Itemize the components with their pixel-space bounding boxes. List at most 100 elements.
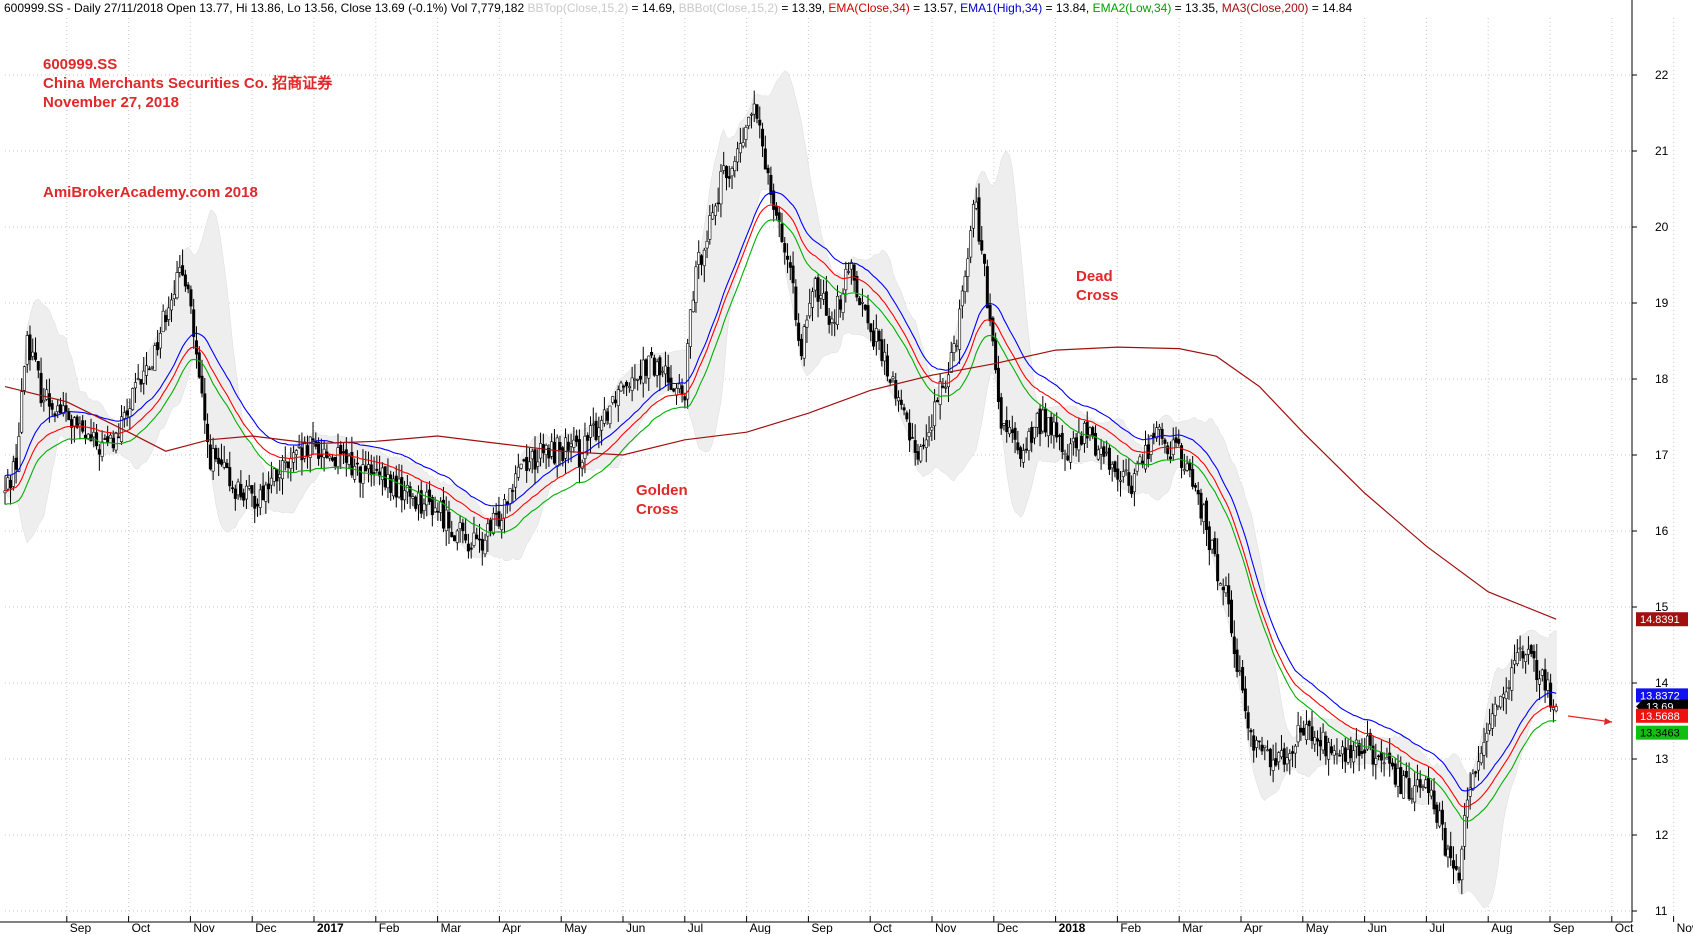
candle xyxy=(935,397,939,403)
candle xyxy=(131,387,135,411)
ticker-label: 600999.SS xyxy=(43,56,118,73)
candle xyxy=(183,269,187,292)
candle xyxy=(1424,776,1428,789)
candle xyxy=(1010,415,1014,443)
candle xyxy=(231,480,235,494)
candle xyxy=(724,165,728,191)
candle xyxy=(874,314,878,356)
candle xyxy=(830,311,834,336)
x-tick-label: Feb xyxy=(379,921,400,934)
candle xyxy=(930,414,934,441)
candle xyxy=(1213,531,1217,557)
candle xyxy=(1285,746,1289,772)
candle xyxy=(1224,576,1228,597)
candle xyxy=(428,481,432,505)
candle xyxy=(838,295,842,318)
candle xyxy=(247,474,251,491)
candle xyxy=(974,187,978,211)
candle xyxy=(89,418,93,442)
candle xyxy=(774,202,778,221)
candle xyxy=(591,407,595,437)
candle xyxy=(983,253,987,277)
candle xyxy=(164,309,168,331)
candle xyxy=(330,453,334,462)
candle xyxy=(1066,444,1070,462)
candle xyxy=(636,378,640,391)
x-tick-label: Feb xyxy=(1120,921,1141,934)
candle xyxy=(1107,445,1111,476)
candle xyxy=(619,380,623,392)
candle xyxy=(167,296,171,326)
candle xyxy=(25,330,29,373)
candle xyxy=(511,483,515,504)
candle xyxy=(1096,445,1100,461)
candle xyxy=(733,156,737,178)
candle xyxy=(1529,643,1533,657)
candle xyxy=(963,270,967,304)
candle xyxy=(1160,422,1164,446)
candle xyxy=(425,483,429,517)
candle xyxy=(1163,437,1167,454)
candle xyxy=(444,496,448,546)
candle xyxy=(1027,428,1031,461)
candle xyxy=(1454,854,1458,871)
candle xyxy=(539,432,543,467)
indicator-lines xyxy=(4,191,1557,822)
candle xyxy=(1008,420,1012,438)
candle xyxy=(1055,412,1059,443)
candle xyxy=(1252,729,1256,763)
candle xyxy=(6,469,10,492)
candle xyxy=(797,313,801,347)
candle xyxy=(1249,728,1253,747)
candle xyxy=(1185,455,1189,472)
tag-value-ema2: 13.3463 xyxy=(1640,728,1680,740)
candle xyxy=(1155,421,1159,442)
candle xyxy=(500,513,504,539)
candle xyxy=(208,434,212,471)
candle xyxy=(1157,423,1161,446)
candle xyxy=(233,484,237,511)
candle xyxy=(1338,749,1342,757)
candle xyxy=(1182,453,1186,475)
candle xyxy=(921,437,925,450)
candle xyxy=(1346,739,1350,765)
candle xyxy=(1504,677,1508,715)
x-tick-label: Aug xyxy=(1491,921,1512,934)
candle xyxy=(1230,590,1234,637)
candle xyxy=(730,166,734,189)
candle xyxy=(3,475,7,505)
candle xyxy=(142,356,146,395)
candle xyxy=(1207,521,1211,566)
candle xyxy=(1324,731,1328,765)
candle xyxy=(1130,475,1134,498)
candle xyxy=(225,458,229,469)
candle xyxy=(1074,432,1078,457)
candle xyxy=(933,389,937,440)
tag-ema1: 13.8372 xyxy=(1636,688,1688,703)
candle xyxy=(34,337,38,362)
candle xyxy=(697,240,701,280)
candle xyxy=(419,481,423,518)
candle xyxy=(602,397,606,427)
candle xyxy=(655,358,659,388)
candle xyxy=(702,247,706,283)
candle xyxy=(278,459,282,491)
header-ema2-value: = 13.35, xyxy=(1174,1,1219,15)
candle xyxy=(1069,438,1073,470)
candle xyxy=(353,458,357,483)
candle xyxy=(1235,638,1239,678)
candle xyxy=(145,352,149,385)
candle xyxy=(256,498,260,517)
candle xyxy=(258,483,262,516)
y-tick-label: 13 xyxy=(1655,752,1669,766)
candle xyxy=(189,285,193,314)
candle xyxy=(197,346,201,379)
ema2-line xyxy=(4,219,1557,822)
candle xyxy=(1349,736,1353,769)
candle xyxy=(924,424,928,463)
candle xyxy=(1099,438,1103,470)
candle xyxy=(1174,426,1178,449)
candle xyxy=(952,335,956,362)
candle xyxy=(819,279,823,309)
